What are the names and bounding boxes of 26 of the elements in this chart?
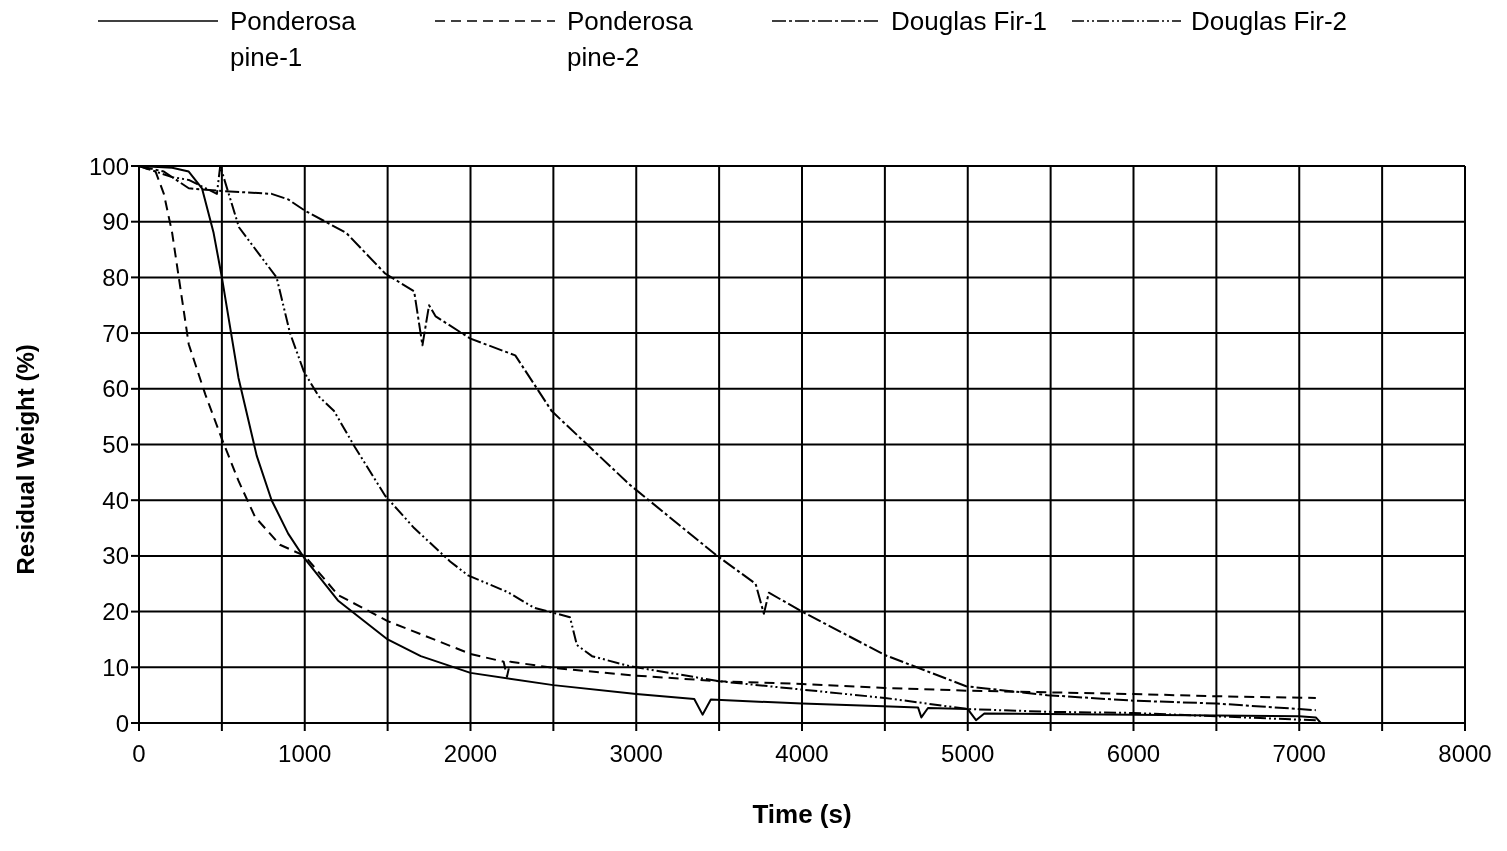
- x-tick-label: 3000: [609, 740, 663, 768]
- y-tick-label: 90: [102, 208, 129, 236]
- y-tick-label: 20: [102, 598, 129, 626]
- y-tick-label: 50: [102, 431, 129, 459]
- y-tick-label: 40: [102, 486, 129, 514]
- legend-label: Ponderosa pine-1: [230, 5, 357, 74]
- y-tick-label: 30: [102, 542, 129, 570]
- y-tick-label: 70: [102, 319, 129, 347]
- x-axis-title: Time (s): [752, 799, 852, 829]
- x-tick-label: 7000: [1272, 740, 1326, 768]
- x-tick-label: 8000: [1438, 740, 1492, 768]
- x-tick-label: 6000: [1106, 740, 1161, 768]
- x-tick-label: 2000: [443, 740, 498, 768]
- x-tick-label: 0: [132, 740, 146, 768]
- y-axis-title: Residual Weight (%): [11, 344, 39, 575]
- y-tick-label: 60: [102, 375, 129, 403]
- legend-label: Douglas Fir-2: [1190, 5, 1349, 38]
- y-tick-label: 10: [102, 653, 129, 681]
- x-tick-label: 5000: [941, 740, 995, 768]
- y-tick-label: 100: [88, 152, 129, 180]
- legend-label: Ponderosa pine-2: [567, 5, 694, 74]
- x-tick-label: 4000: [775, 740, 829, 768]
- x-tick-label: 1000: [278, 740, 332, 768]
- legend-label: Douglas Fir-1: [890, 5, 1049, 38]
- y-tick-label: 80: [102, 263, 129, 291]
- y-tick-label: 0: [115, 709, 129, 737]
